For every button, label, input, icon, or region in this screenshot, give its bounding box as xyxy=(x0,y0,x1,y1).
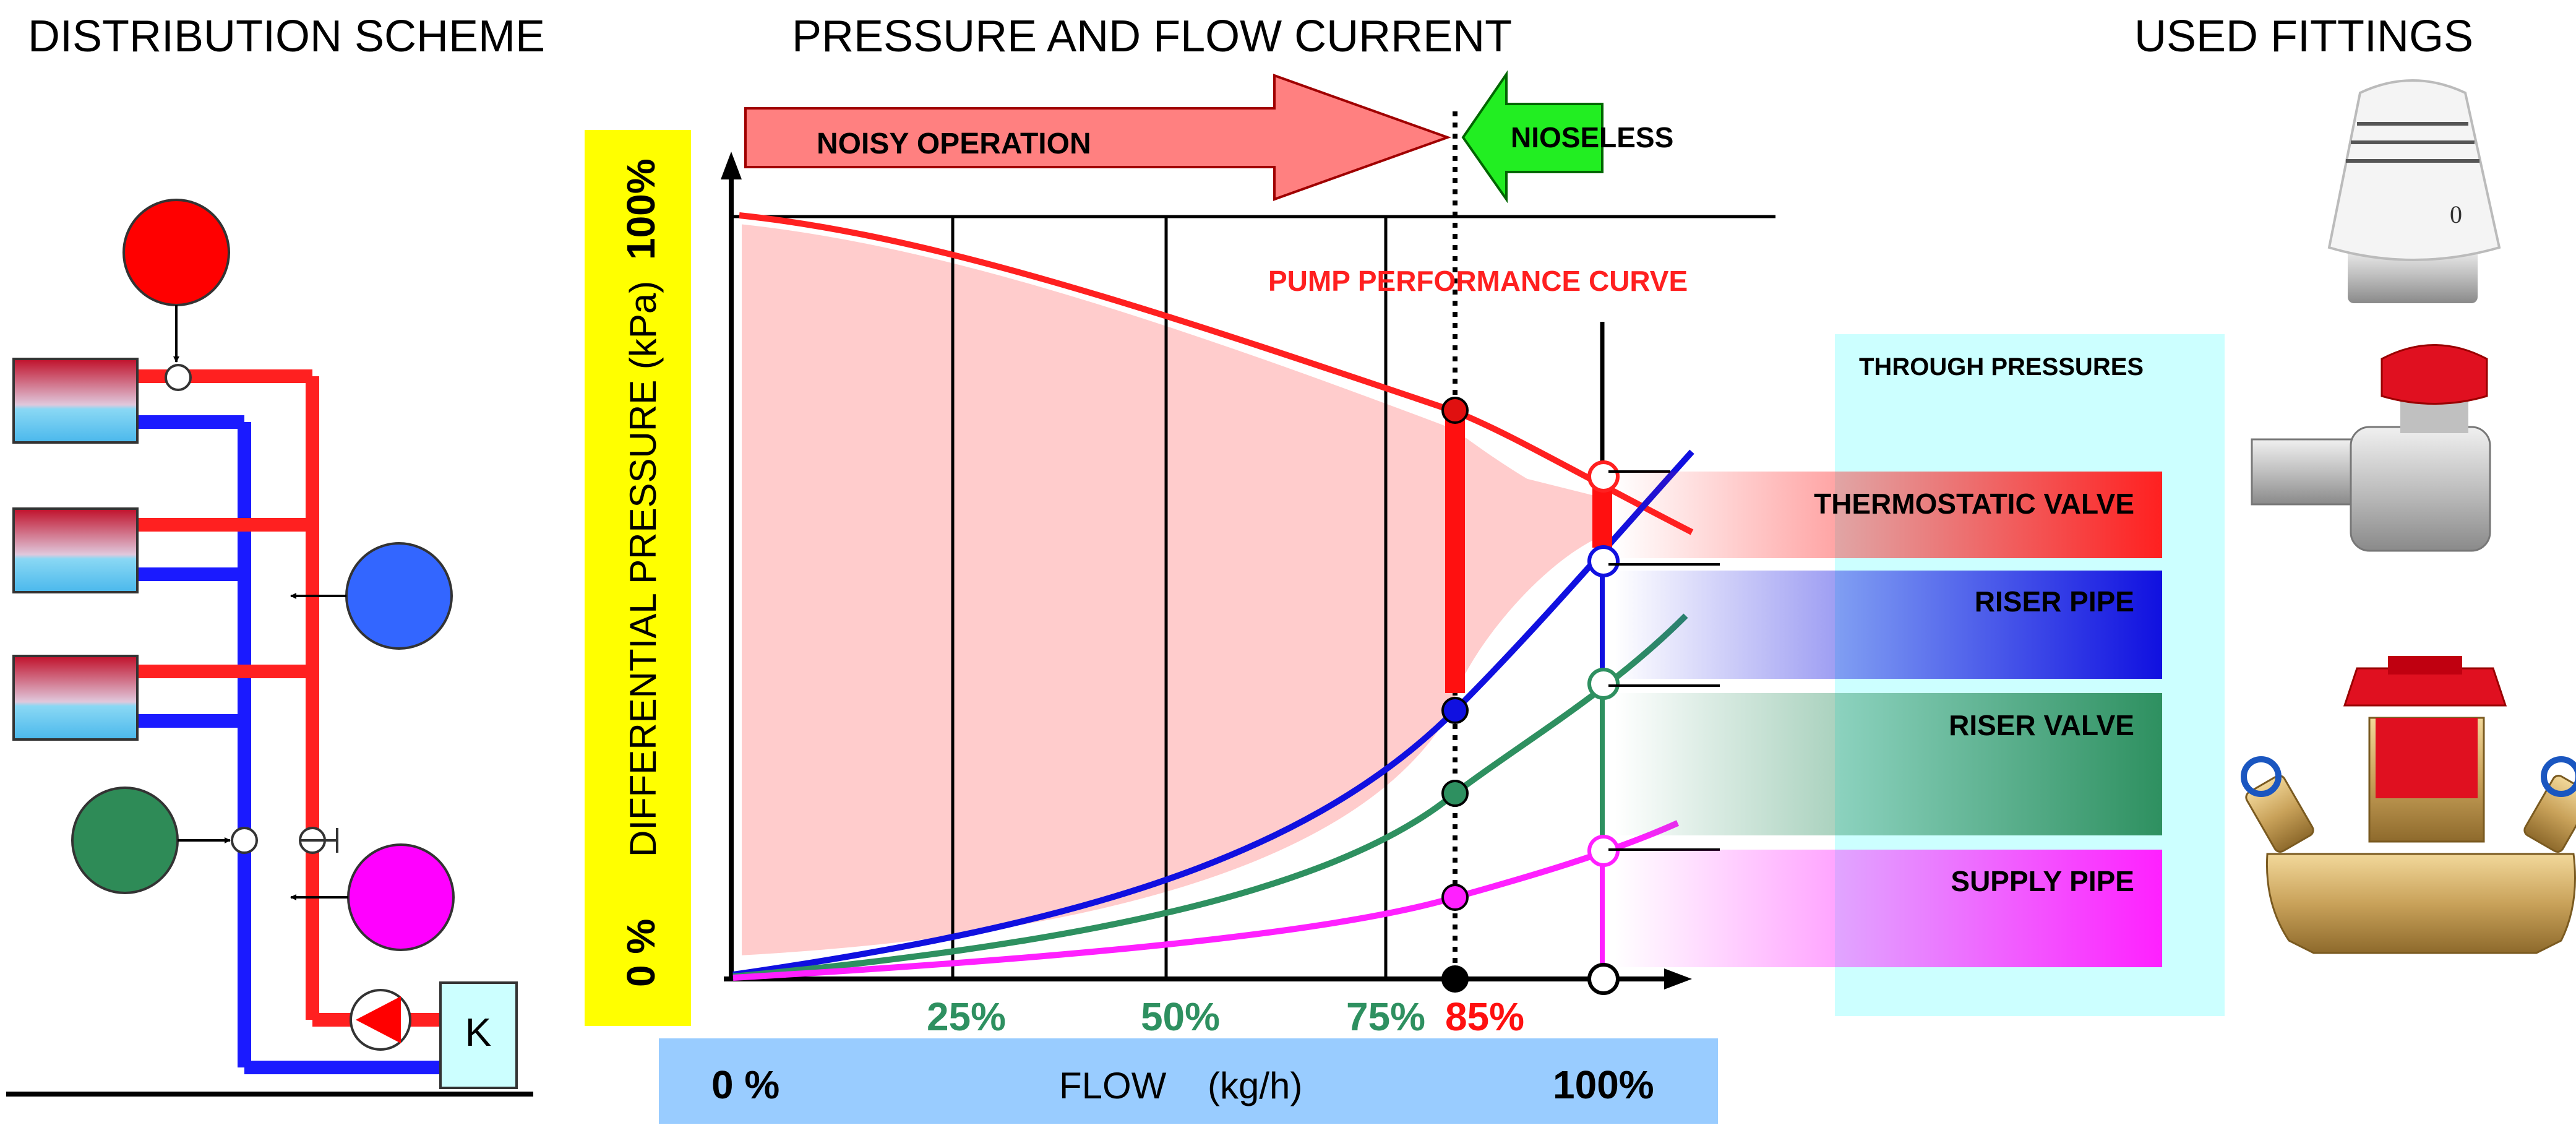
riser-valve-marker xyxy=(71,787,179,894)
band-thermostatic-valve xyxy=(1615,472,2162,558)
thermostatic-head-image: 0 xyxy=(2327,79,2501,303)
label-supply-pipe: SUPPLY PIPE xyxy=(1951,865,2134,897)
band-riser-valve xyxy=(1615,693,2162,835)
label-thermostatic-valve: THERMOSTATIC VALVE xyxy=(1814,488,2134,520)
svg-text:0: 0 xyxy=(2450,200,2462,228)
pressure-flow-chart: DIFFERENTIAL PRESSURE (kPa) 100% 0 % 0 %… xyxy=(585,70,1775,1124)
noisy-operation-arrow xyxy=(744,74,1451,201)
label-riser-pipe: RISER PIPE xyxy=(1975,585,2134,618)
x-axis-left-label: 0 % xyxy=(711,1063,779,1107)
pump-curve-label: PUMP PERFORMANCE CURVE xyxy=(1268,265,1688,297)
x-axis-title: FLOW (kg/h) xyxy=(1059,1065,1302,1106)
boiler xyxy=(439,981,518,1089)
through-pressures-title: THROUGH PRESSURES xyxy=(1859,353,2144,381)
x-tick-75: 75% xyxy=(1346,994,1425,1039)
balancing-valve-image xyxy=(2241,656,2576,954)
x-axis-right-label: 100% xyxy=(1553,1063,1654,1107)
radiator-3 xyxy=(12,655,139,741)
through-pressures-panel: THROUGH PRESSURES THERMOSTATIC VALVE RIS… xyxy=(1608,334,2225,1016)
supply-pipe-curve xyxy=(732,820,1680,981)
riser-pipe-marker xyxy=(345,542,453,650)
radiator-2 xyxy=(12,507,139,593)
riser-valve-curve xyxy=(732,613,1688,980)
x-axis-box xyxy=(659,1038,1718,1124)
x-tick-85: 85% xyxy=(1445,994,1524,1039)
pump-performance-curve xyxy=(739,212,1694,535)
x-tick-50: 50% xyxy=(1141,994,1220,1039)
supply-pipe-marker xyxy=(347,843,455,951)
x-tick-25: 25% xyxy=(927,994,1006,1039)
distribution-scheme: K xyxy=(6,199,533,1097)
band-riser-pipe xyxy=(1615,571,2162,679)
label-riser-valve: RISER VALVE xyxy=(1949,709,2134,741)
radiator-1 xyxy=(12,358,139,444)
thermostatic-valve-marker xyxy=(122,199,230,306)
y-axis-top-label: 100% xyxy=(619,158,663,260)
noiseless-label: NIOSELESS xyxy=(1511,121,1673,153)
operating-area xyxy=(737,218,1605,961)
noisy-operation-label: NOISY OPERATION xyxy=(817,127,1091,160)
angle-valve-image xyxy=(2251,344,2491,552)
distribution-scheme-title: DISTRIBUTION SCHEME xyxy=(28,12,546,61)
band-supply-pipe xyxy=(1615,850,2162,967)
noiseless-arrow xyxy=(1461,70,1604,204)
pressure-flow-title: PRESSURE AND FLOW CURRENT xyxy=(792,12,1513,61)
y-axis-title: DIFFERENTIAL PRESSURE (kPa) xyxy=(622,281,664,857)
boiler-label: K xyxy=(465,1010,492,1054)
used-fittings-title: USED FITTINGS xyxy=(2134,12,2474,61)
y-axis-bottom-label: 0 % xyxy=(619,919,663,987)
y-axis-box xyxy=(585,130,691,1026)
